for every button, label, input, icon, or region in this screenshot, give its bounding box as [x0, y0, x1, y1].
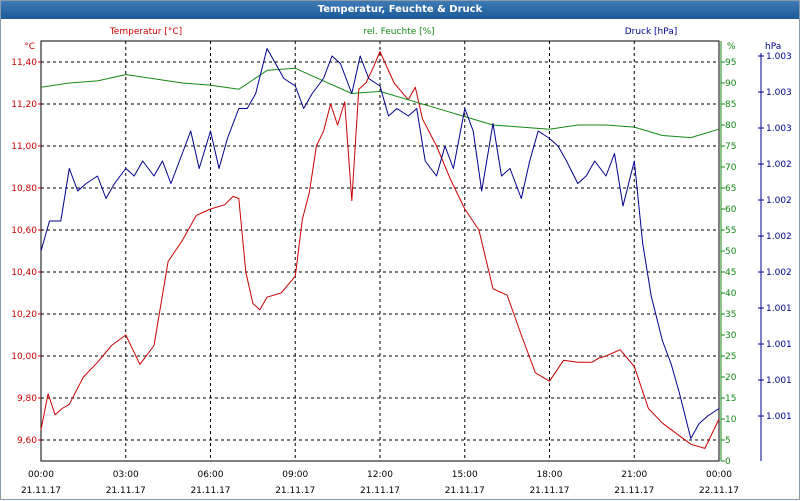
x-tick-label-time: 09:00 — [282, 470, 308, 480]
humidity-series-line — [40, 67, 720, 139]
humidity-tick-label: 85 — [725, 100, 736, 110]
temperature-tick-label: 10,40 — [11, 268, 37, 278]
humidity-tick-label: 70 — [725, 163, 737, 173]
humidity-tick-label: 80 — [725, 121, 737, 131]
pressure-unit-label: hPa — [765, 42, 781, 52]
temperature-tick-label: 9,60 — [17, 436, 37, 446]
x-tick-label-date: 21.11.17 — [614, 486, 654, 496]
temperature-tick-label: 10,60 — [11, 226, 37, 236]
pressure-tick-label: 1.001 — [766, 340, 792, 350]
x-tick-label-date: 21.11.17 — [275, 486, 315, 496]
humidity-tick-label: 95 — [725, 58, 736, 68]
temperature-tick-label: 9,80 — [17, 394, 37, 404]
humidity-tick-label: 90 — [725, 79, 737, 89]
humidity-tick-label: 15 — [725, 394, 736, 404]
legend-humidity: rel. Feuchte [%] — [363, 27, 434, 37]
temperature-tick-label: 10,20 — [11, 310, 37, 320]
temperature-tick-label: 11,40 — [11, 58, 37, 68]
x-tick-label-time: 18:00 — [537, 470, 563, 480]
temperature-unit-label: °C — [24, 42, 35, 52]
x-tick-label-time: 21:00 — [621, 470, 647, 480]
x-tick-label-time: 03:00 — [113, 470, 139, 480]
humidity-tick-label: 35 — [725, 310, 736, 320]
pressure-tick-label: 1.002 — [766, 196, 792, 206]
pressure-series-line — [40, 48, 720, 439]
window-title: Temperatur, Feuchte & Druck — [1, 1, 799, 19]
x-tick-label-date: 21.11.17 — [190, 486, 230, 496]
humidity-tick-label: 0 — [725, 457, 731, 467]
pressure-tick-label: 1.003 — [766, 52, 792, 62]
humidity-tick-label: 40 — [725, 289, 737, 299]
temperature-series-line — [40, 51, 720, 449]
x-tick-label-time: 00:00 — [706, 470, 732, 480]
pressure-tick-label: 1.003 — [766, 124, 792, 134]
humidity-tick-label: 60 — [725, 205, 737, 215]
humidity-tick-label: 65 — [725, 184, 736, 194]
temperature-tick-label: 10,80 — [11, 184, 37, 194]
pressure-tick-label: 1.002 — [766, 232, 792, 242]
temperature-tick-label: 10,00 — [11, 352, 37, 362]
temperature-tick-label: 11,00 — [11, 142, 37, 152]
x-tick-label-date: 21.11.17 — [360, 486, 400, 496]
x-tick-label-date: 21.11.17 — [106, 486, 146, 496]
legend-pressure: Druck [hPa] — [625, 27, 678, 37]
temperature-tick-label: 11,20 — [11, 100, 37, 110]
pressure-tick-label: 1.003 — [766, 88, 792, 98]
humidity-tick-label: 75 — [725, 142, 736, 152]
pressure-tick-label: 1.001 — [766, 304, 792, 314]
humidity-tick-label: 20 — [725, 373, 737, 383]
pressure-tick-label: 1.002 — [766, 268, 792, 278]
humidity-tick-label: 10 — [725, 415, 737, 425]
x-tick-label-time: 12:00 — [367, 470, 393, 480]
legend-temperature: Temperatur [°C] — [109, 27, 182, 37]
x-tick-label-date: 21.11.17 — [21, 486, 61, 496]
x-tick-label-date: 21.11.17 — [445, 486, 485, 496]
pressure-tick-label: 1.001 — [766, 376, 792, 386]
x-tick-label-date: 22.11.17 — [699, 486, 739, 496]
pressure-tick-label: 1.002 — [766, 160, 792, 170]
humidity-tick-label: 45 — [725, 268, 736, 278]
humidity-tick-label: 5 — [725, 436, 731, 446]
pressure-tick-label: 1.001 — [766, 412, 792, 422]
humidity-tick-label: 50 — [725, 247, 737, 257]
x-tick-label-date: 21.11.17 — [529, 486, 569, 496]
humidity-unit-label: % — [727, 42, 736, 52]
humidity-tick-label: 30 — [725, 331, 737, 341]
humidity-tick-label: 25 — [725, 352, 736, 362]
humidity-tick-label: 55 — [725, 226, 736, 236]
x-tick-label-time: 15:00 — [452, 470, 478, 480]
x-tick-label-time: 06:00 — [198, 470, 224, 480]
x-tick-label-time: 00:00 — [28, 470, 54, 480]
